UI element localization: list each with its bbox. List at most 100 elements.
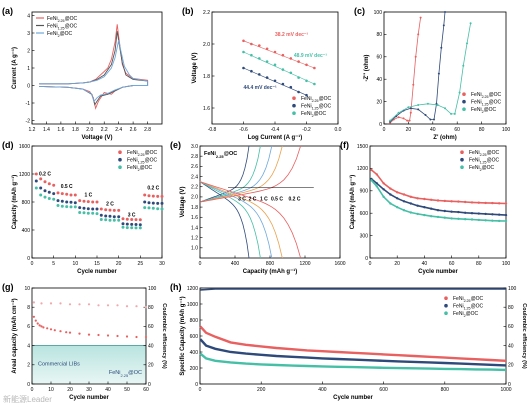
eis-curve (389, 23, 471, 121)
eis-point (437, 72, 440, 75)
legend-label: FeNi2@OC (471, 107, 497, 114)
legend-marker (462, 92, 466, 96)
cycle-point (375, 185, 378, 188)
rate-point (125, 226, 129, 230)
cycle-point (375, 182, 378, 185)
areal-point (97, 333, 100, 337)
y-axis-label: Current (A g⁻¹) (11, 47, 18, 89)
x-tick-label: 60 (454, 127, 460, 133)
cycle-point (430, 207, 433, 210)
x-tick-label: -0.8 (208, 127, 217, 133)
rate-point (121, 217, 125, 221)
rate-point (73, 205, 77, 209)
band-label: Commercial LIBs (38, 362, 80, 368)
y2-tick-label: 80 (508, 305, 514, 311)
cycle-point (491, 201, 494, 205)
cycle-point (402, 193, 406, 196)
x-tick-label: 20 (116, 261, 122, 267)
legend-label: FeNi2.25@OC (301, 96, 332, 103)
y2-tick-label: 40 (148, 343, 154, 349)
x-tick-label: 2.6 (130, 127, 137, 133)
cycle-point (423, 206, 426, 209)
panel-letter: (f) (340, 140, 349, 150)
rate-point (121, 222, 125, 226)
cycle-point (409, 195, 412, 198)
y2-tick-label: 0 (148, 382, 151, 388)
rate-label: 2 C (249, 196, 257, 202)
cycle-point (409, 211, 412, 214)
legend-marker (292, 96, 296, 100)
y-tick-label: 800 (22, 200, 31, 206)
x-tick-label: 20 (67, 387, 73, 393)
rate-point (39, 186, 43, 190)
cv-curve (39, 39, 149, 103)
rate-label: 3 C (128, 213, 136, 219)
eis-point (402, 117, 405, 120)
panel-letter: (b) (182, 6, 194, 16)
cycle-point (504, 213, 508, 217)
cycle-point (436, 209, 440, 212)
panel-b: -0.8 -0.6 -0.4 -0.2 0.0 1.6 1.8 2.0 2.2 Log Curre… (182, 6, 342, 141)
areal-point (46, 327, 49, 330)
discharge-curve (199, 181, 301, 259)
y-axis-label: Voltage (V) (192, 53, 198, 84)
x-tick-label: 40 (430, 127, 436, 133)
y-tick-label: 800 (190, 318, 199, 324)
legend-label: FeNi1.25@OC (469, 158, 500, 165)
ce-point (87, 303, 91, 306)
rate-point (156, 194, 160, 198)
legend-marker (292, 103, 296, 108)
rate-point (95, 207, 99, 211)
tafel-point (313, 66, 316, 70)
rate-point (104, 208, 108, 212)
x-tick-label: 0 (383, 127, 386, 133)
legend-label: FeNi1.25@OC (471, 100, 502, 107)
rate-point (130, 218, 134, 221)
series-label: FeNi2.25@OC (109, 370, 142, 378)
rate-point (43, 180, 47, 184)
x-tick-label: 600 (379, 387, 388, 393)
rate-label: 2 C (106, 202, 114, 208)
y-tick-label: -1 (26, 101, 31, 107)
y-tick-label: 600 (190, 334, 199, 340)
cycle-point (382, 188, 385, 191)
legend-label: FeNi2@OC (47, 31, 73, 38)
rate-point (99, 207, 103, 211)
rate-point (160, 207, 164, 211)
rate-point (47, 182, 51, 186)
eis-point (444, 107, 446, 110)
ce-point (97, 304, 100, 307)
x-tick-label: 1.4 (43, 127, 50, 133)
watermark: 新能源Leader (3, 395, 52, 404)
areal-point (36, 322, 39, 325)
y-tick-label: 0 (27, 382, 30, 388)
y-tick-label: 1 (27, 66, 30, 72)
x-tick-label: 20 (406, 127, 412, 133)
x-tick-label: 1000 (500, 387, 511, 393)
y-tick-label: 300 (360, 233, 369, 239)
x-tick-label: 0.0 (335, 127, 342, 133)
eis-point (406, 119, 409, 122)
eis-curve (389, 17, 421, 124)
x-axis-label: Z' (ohm) (433, 135, 456, 141)
cycle-curve (370, 169, 507, 205)
rate-point (151, 194, 155, 198)
legend-marker (292, 111, 296, 115)
eis-point (450, 112, 453, 115)
rate-point (147, 194, 151, 198)
y-tick-label: 2 (27, 363, 30, 369)
legend-label: FeNi1.25@OC (127, 158, 158, 165)
ce-point (49, 302, 53, 305)
cycle-point (498, 213, 501, 216)
y-tick-label: 2.8 (191, 154, 198, 160)
rate-point (112, 215, 116, 219)
eis-point (462, 64, 465, 67)
ce-point (68, 303, 72, 306)
rate-point (69, 205, 73, 209)
cycle-point (402, 200, 406, 203)
cycle-point (396, 191, 399, 194)
rate-point (43, 189, 47, 193)
legend-label: FeNi1.25@OC (453, 304, 484, 311)
rate-point (34, 186, 38, 190)
y2-tick-label: 60 (148, 324, 154, 330)
